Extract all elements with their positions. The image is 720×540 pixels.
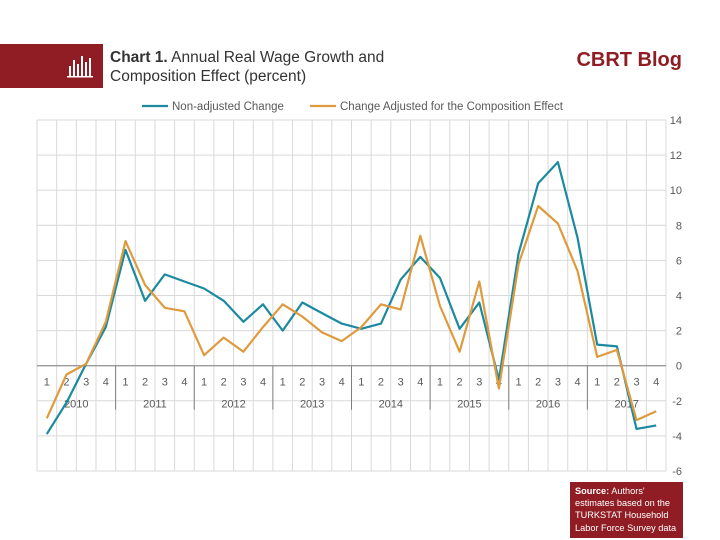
y-tick-label: 12 <box>670 150 682 162</box>
source-note: Source: Authors' estimates based on the … <box>570 482 683 538</box>
x-tick-label: 2 <box>299 377 305 389</box>
x-tick-label: 2 <box>614 377 620 389</box>
year-label: 2012 <box>221 399 245 411</box>
grid-lines <box>36 119 667 472</box>
year-label: 2014 <box>379 399 403 411</box>
year-label: 2016 <box>536 399 560 411</box>
x-tick-label: 1 <box>358 377 364 389</box>
brand-name: CBRT Blog <box>576 49 682 71</box>
x-tick-label: 2 <box>221 377 227 389</box>
year-label: 2013 <box>300 399 324 411</box>
y-tick-label: -4 <box>672 431 682 443</box>
x-tick-label: 4 <box>103 377 109 389</box>
source-label: Source: <box>575 486 610 496</box>
series-line <box>45 161 657 435</box>
y-tick-label: 2 <box>676 326 682 338</box>
x-tick-label: 3 <box>555 377 561 389</box>
x-tick-label: 3 <box>162 377 168 389</box>
y-tick-label: 14 <box>670 115 682 127</box>
legend-entry: Change Adjusted for the Composition Effe… <box>340 101 564 113</box>
chart-title-number: Chart 1. <box>110 49 168 66</box>
legend-entry: Non-adjusted Change <box>172 101 284 113</box>
x-tick-label: 3 <box>398 377 404 389</box>
x-tick-label: 1 <box>516 377 522 389</box>
x-tick-label: 2 <box>535 377 541 389</box>
source-text: Authors' estimates based on the TURKSTAT… <box>575 486 677 533</box>
y-tick-label: 0 <box>676 361 682 373</box>
y-tick-label: -2 <box>672 396 682 408</box>
x-tick-label: 1 <box>437 377 443 389</box>
series-lines <box>45 161 657 435</box>
x-tick-label: 3 <box>240 377 246 389</box>
x-tick-label: 4 <box>260 377 266 389</box>
y-axis: -6 -4 -2 0 2 4 6 8 10 12 14 <box>670 115 682 478</box>
chart-title-line2: Composition Effect (percent) <box>110 68 307 85</box>
x-tick-label: 1 <box>280 377 286 389</box>
year-label: 2015 <box>457 399 481 411</box>
y-tick-label: -6 <box>672 466 682 478</box>
year-label: 2011 <box>143 399 167 411</box>
y-tick-label: 8 <box>676 220 682 232</box>
year-label: 2017 <box>614 399 638 411</box>
x-tick-label: 2 <box>142 377 148 389</box>
y-tick-label: 4 <box>676 291 682 303</box>
x-tick-label: 1 <box>594 377 600 389</box>
bar-chart-logo-icon <box>67 56 93 78</box>
x-tick-label: 2 <box>63 377 69 389</box>
x-tick-label: 4 <box>417 377 423 389</box>
x-tick-label: 3 <box>633 377 639 389</box>
x-tick-label: 2 <box>378 377 384 389</box>
legend: Non-adjusted Change Change Adjusted for t… <box>142 101 564 113</box>
x-tick-label: 3 <box>319 377 325 389</box>
x-tick-label: 1 <box>122 377 128 389</box>
chart-title-text: Annual Real Wage Growth and <box>167 49 385 66</box>
y-tick-label: 10 <box>670 185 682 197</box>
series-line <box>45 204 657 422</box>
x-tick-label: 1 <box>201 377 207 389</box>
x-tick-label: 1 <box>44 377 50 389</box>
chart-title: Chart 1. Annual Real Wage Growth and Com… <box>110 48 450 86</box>
x-tick-label: 3 <box>83 377 89 389</box>
x-tick-label: 4 <box>653 377 659 389</box>
x-tick-label: 4 <box>574 377 580 389</box>
year-label: 2010 <box>64 399 88 411</box>
y-tick-label: 6 <box>676 255 682 267</box>
x-tick-label: 4 <box>181 377 187 389</box>
x-tick-label: 3 <box>476 377 482 389</box>
x-tick-label: 2 <box>457 377 463 389</box>
x-tick-label: 4 <box>339 377 345 389</box>
